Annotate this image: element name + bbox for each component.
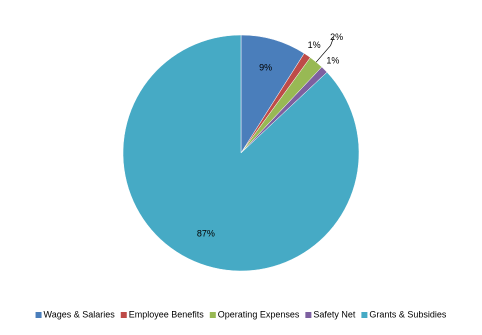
legend-label: Employee Benefits <box>129 309 205 319</box>
pie-slice <box>122 34 360 272</box>
legend-label: Safety Net <box>313 309 356 319</box>
legend-swatch <box>305 312 312 318</box>
legend-label: Wages & Salaries <box>44 309 116 319</box>
legend-label: Grants & Subsidies <box>369 309 447 319</box>
legend-swatch <box>209 312 216 318</box>
legend-swatch <box>361 312 368 318</box>
legend-swatch <box>35 312 42 318</box>
data-label: 9% <box>259 62 272 72</box>
data-label: 87% <box>197 229 215 239</box>
legend-label: Operating Expenses <box>218 309 300 319</box>
legend-swatch <box>120 312 127 318</box>
leader-line <box>315 37 334 63</box>
data-label: 2% <box>330 32 343 42</box>
data-label: 1% <box>308 40 321 50</box>
data-label: 1% <box>326 55 339 65</box>
